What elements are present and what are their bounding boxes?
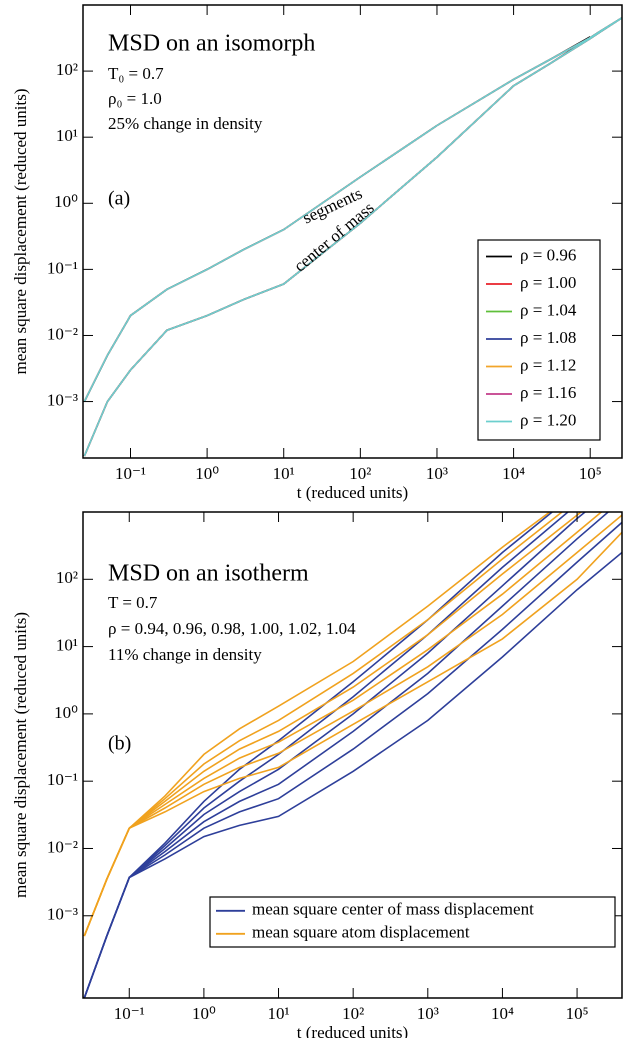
legend-label: ρ = 1.16 <box>520 383 576 402</box>
y-tick-label: 10⁻² <box>47 324 78 343</box>
x-tick-label: 10³ <box>417 1004 439 1023</box>
msd-curve <box>83 17 622 402</box>
chart-title: MSD on an isomorph <box>108 31 315 57</box>
legend-box <box>209 896 616 948</box>
x-tick-label: 10³ <box>426 464 448 483</box>
y-axis-label: mean square displacement (reduced units) <box>11 88 30 374</box>
legend-box <box>477 239 601 441</box>
x-tick-label: 10² <box>342 1004 364 1023</box>
legend-label: ρ = 1.12 <box>520 355 576 374</box>
chart-title: MSD on an isotherm <box>108 561 309 587</box>
msd-curve <box>83 512 552 937</box>
panel-label: (a) <box>108 188 130 210</box>
annotation: ρ₀ = 1.0 <box>108 89 162 108</box>
y-axis-label: mean square displacement (reduced units) <box>11 612 30 898</box>
legend-label: ρ = 1.08 <box>520 328 576 347</box>
legend-label: mean square center of mass displacement <box>252 900 534 919</box>
plot-frame <box>82 511 623 999</box>
x-tick-label: 10⁴ <box>491 1004 514 1023</box>
annotation: 25% change in density <box>108 114 263 133</box>
annotation: ρ = 0.94, 0.96, 0.98, 1.00, 1.02, 1.04 <box>108 619 356 638</box>
annotation: T = 0.7 <box>108 593 158 612</box>
x-tick-label: 10⁰ <box>195 464 219 483</box>
legend-label: ρ = 0.96 <box>520 245 576 264</box>
y-tick-label: 10⁰ <box>54 703 78 722</box>
x-tick-label: 10¹ <box>267 1004 289 1023</box>
legend-label: mean square atom displacement <box>252 923 470 942</box>
legend-label: ρ = 1.20 <box>520 410 576 429</box>
x-tick-label: 10⁻¹ <box>115 464 146 483</box>
annotation: T₀ = 0.7 <box>108 64 164 83</box>
plot-frame <box>82 4 623 459</box>
msd-curve <box>83 512 583 937</box>
msd-curve <box>83 531 622 937</box>
x-axis-label: t (reduced units) <box>297 483 408 502</box>
x-tick-label: 10⁴ <box>502 464 525 483</box>
y-tick-label: 10² <box>56 568 78 587</box>
y-tick-label: 10² <box>56 60 78 79</box>
legend-label: ρ = 1.00 <box>520 273 576 292</box>
annotation: 11% change in density <box>108 645 262 664</box>
x-axis-label: t (reduced units) <box>297 1023 408 1038</box>
y-tick-label: 10⁻³ <box>47 905 78 924</box>
y-tick-label: 10⁻³ <box>47 390 78 409</box>
x-tick-label: 10² <box>349 464 371 483</box>
x-tick-label: 10⁻¹ <box>114 1004 145 1023</box>
y-tick-label: 10⁰ <box>54 192 78 211</box>
x-tick-label: 10⁵ <box>579 464 602 483</box>
legend-label: ρ = 1.04 <box>520 300 577 319</box>
y-tick-label: 10⁻² <box>47 837 78 856</box>
y-tick-label: 10⁻¹ <box>47 770 78 789</box>
panel-label: (b) <box>108 733 131 755</box>
msd-curve <box>83 551 622 998</box>
x-tick-label: 10¹ <box>273 464 295 483</box>
x-tick-label: 10⁰ <box>192 1004 216 1023</box>
y-tick-label: 10¹ <box>56 635 78 654</box>
msd-curve <box>83 17 622 457</box>
x-tick-label: 10⁵ <box>566 1004 589 1023</box>
y-tick-label: 10⁻¹ <box>47 258 78 277</box>
y-tick-label: 10¹ <box>56 126 78 145</box>
